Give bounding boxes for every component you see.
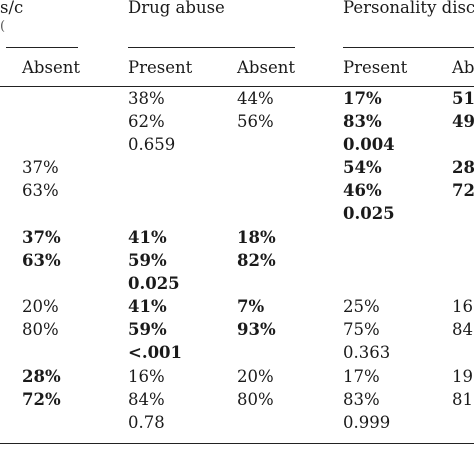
subheader-absent: Absent [22, 58, 80, 77]
table-cell: 84 [452, 320, 473, 339]
column-header-personality: Personality disc [343, 0, 474, 17]
table-cell: 59% [128, 251, 167, 270]
subheader-absent: Ab [452, 58, 474, 77]
table-cell-pvalue: 0.659 [128, 135, 176, 154]
table-cell-pvalue: 0.004 [343, 135, 395, 154]
table-cell: 51 [452, 89, 474, 108]
table-cell: 20% [237, 367, 274, 386]
table-cell: 37% [22, 228, 61, 247]
table-cell: 83% [343, 390, 380, 409]
table-cell: 72% [22, 390, 61, 409]
table-cell: 49 [452, 112, 474, 131]
table-cell: 17% [343, 367, 380, 386]
table-cell: 63% [22, 251, 61, 270]
table-cell-pvalue: 0.025 [343, 204, 395, 223]
table-cell: 16 [452, 297, 473, 316]
bottom-rule [0, 443, 474, 444]
table-cell: 17% [343, 89, 382, 108]
table-cell: 20% [22, 297, 59, 316]
table-cell: 44% [237, 89, 274, 108]
table-cell: 82% [237, 251, 276, 270]
table-cell-pvalue: 0.78 [128, 413, 165, 432]
subheader-absent: Absent [237, 58, 295, 77]
table-cell: 46% [343, 181, 382, 200]
table-cell: 80% [22, 320, 59, 339]
table-cell-pvalue: 0.999 [343, 413, 391, 432]
table-cell: 38% [128, 89, 165, 108]
table-cell: 28 [452, 158, 474, 177]
table-cell: 75% [343, 320, 380, 339]
column-header-sc-fragment: ( [0, 19, 6, 34]
table-cell: 41% [128, 228, 167, 247]
subheader-present: Present [343, 58, 408, 77]
table-cell: 84% [128, 390, 165, 409]
column-header-sc: s/c [0, 0, 24, 17]
table-cell: 25% [343, 297, 380, 316]
table-cell-pvalue: <.001 [128, 343, 183, 362]
table-cell: 72 [452, 181, 474, 200]
table-cell: 18% [237, 228, 276, 247]
table-cell-pvalue: 0.363 [343, 343, 391, 362]
subheader-present: Present [128, 58, 193, 77]
table-cell: 59% [128, 320, 167, 339]
table-cell: 81 [452, 390, 473, 409]
table-cell: 93% [237, 320, 276, 339]
table-cell: 80% [237, 390, 274, 409]
table-cell: 62% [128, 112, 165, 131]
table-cell: 28% [22, 367, 61, 386]
table-cell: 7% [237, 297, 265, 316]
header-rule [0, 86, 474, 87]
column-header-drug-abuse: Drug abuse [128, 0, 225, 17]
group-rule-drug-abuse [128, 47, 295, 48]
table-cell-pvalue: 0.025 [128, 274, 180, 293]
table-cell: 19 [452, 367, 473, 386]
table-cell: 54% [343, 158, 382, 177]
table-cell: 37% [22, 158, 59, 177]
table-cell: 63% [22, 181, 59, 200]
table-cell: 16% [128, 367, 165, 386]
table-cell: 41% [128, 297, 167, 316]
table-cell: 56% [237, 112, 274, 131]
table-cell: 83% [343, 112, 382, 131]
group-rule-personality [343, 47, 474, 48]
group-rule-sc [6, 47, 78, 48]
